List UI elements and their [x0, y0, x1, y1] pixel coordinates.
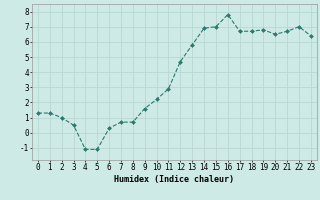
X-axis label: Humidex (Indice chaleur): Humidex (Indice chaleur)	[115, 175, 234, 184]
